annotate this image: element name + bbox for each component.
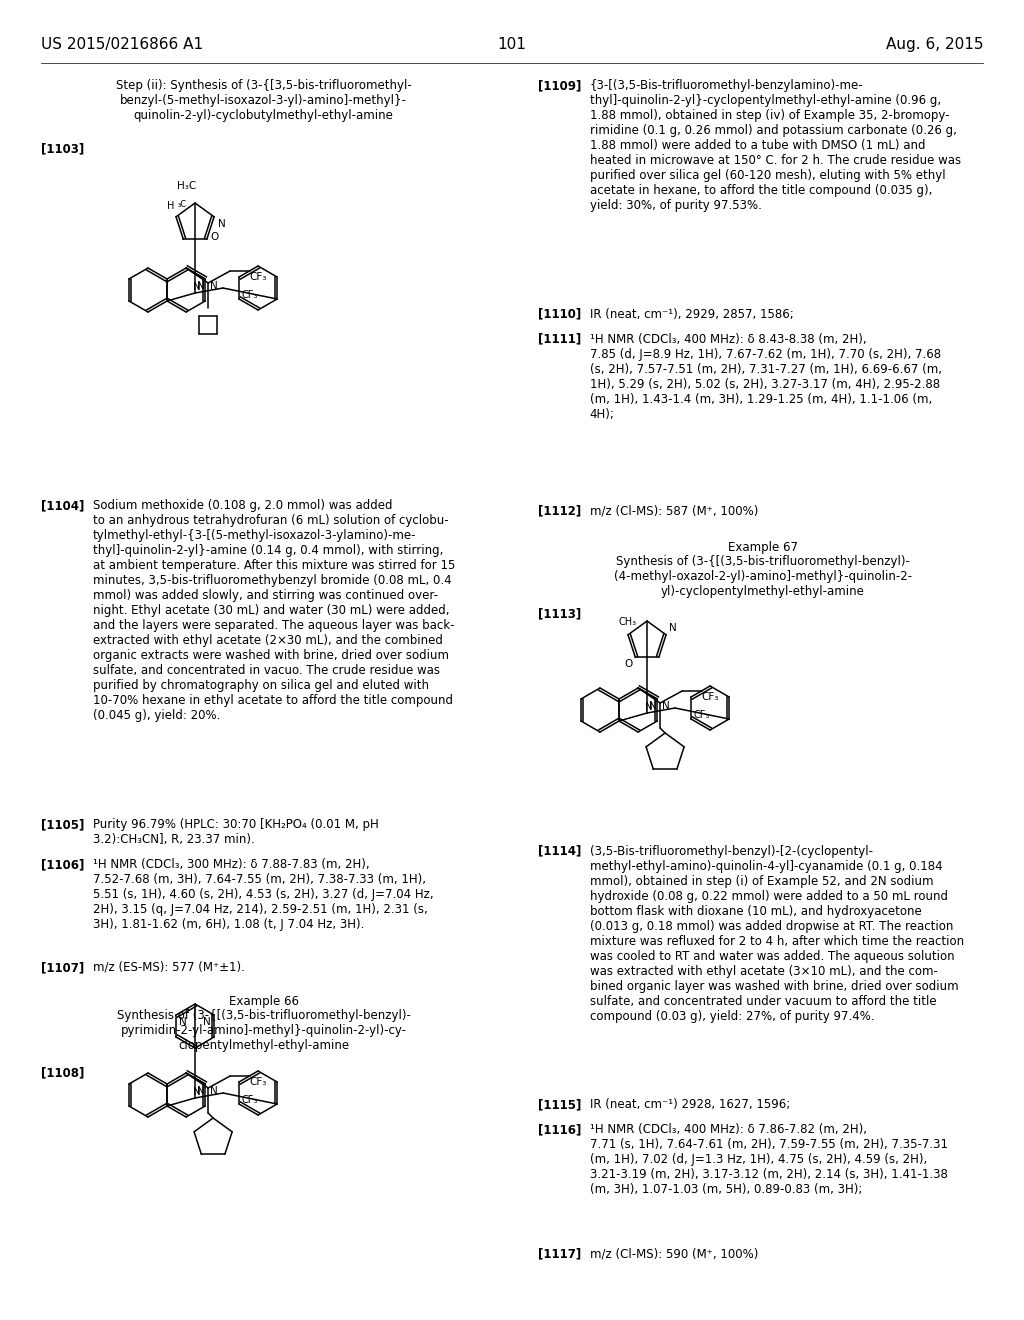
Text: H₃C: H₃C: [177, 181, 197, 191]
Text: N: N: [194, 1086, 201, 1097]
Text: N: N: [645, 702, 653, 711]
Text: [1109]: [1109]: [538, 79, 581, 92]
Text: ¹H NMR (CDCl₃, 400 MHz): δ 7.86-7.82 (m, 2H),
7.71 (s, 1H), 7.64-7.61 (m, 2H), 7: ¹H NMR (CDCl₃, 400 MHz): δ 7.86-7.82 (m,…: [590, 1123, 947, 1196]
Text: [1112]: [1112]: [538, 504, 581, 517]
Text: [1110]: [1110]: [538, 308, 581, 321]
Text: [1117]: [1117]: [538, 1247, 581, 1261]
Text: m/z (Cl-MS): 587 (M⁺, 100%): m/z (Cl-MS): 587 (M⁺, 100%): [590, 504, 758, 517]
Text: Sodium methoxide (0.108 g, 2.0 mmol) was added
to an anhydrous tetrahydrofuran (: Sodium methoxide (0.108 g, 2.0 mmol) was…: [93, 499, 456, 722]
Text: [1113]: [1113]: [538, 607, 581, 620]
Text: [1114]: [1114]: [538, 845, 581, 858]
Text: N: N: [197, 281, 205, 290]
Text: CF₃: CF₃: [694, 710, 711, 719]
Text: Example 66: Example 66: [228, 995, 299, 1008]
Text: H: H: [167, 201, 174, 211]
Text: N: N: [218, 219, 226, 228]
Text: N: N: [179, 1016, 186, 1027]
Text: CH₃: CH₃: [618, 616, 637, 627]
Text: Aug. 6, 2015: Aug. 6, 2015: [886, 37, 983, 51]
Text: CF₃: CF₃: [250, 1077, 266, 1086]
Text: [1108]: [1108]: [41, 1067, 84, 1080]
Text: ¹H NMR (CDCl₃, 300 MHz): δ 7.88-7.83 (m, 2H),
7.52-7.68 (m, 3H), 7.64-7.55 (m, 2: ¹H NMR (CDCl₃, 300 MHz): δ 7.88-7.83 (m,…: [93, 858, 433, 931]
Text: IR (neat, cm⁻¹) 2928, 1627, 1596;: IR (neat, cm⁻¹) 2928, 1627, 1596;: [590, 1098, 790, 1111]
Text: m/z (ES-MS): 577 (M⁺±1).: m/z (ES-MS): 577 (M⁺±1).: [93, 961, 245, 974]
Text: N: N: [204, 1016, 211, 1027]
Text: N: N: [669, 623, 677, 632]
Text: ¹H NMR (CDCl₃, 400 MHz): δ 8.43-8.38 (m, 2H),
7.85 (d, J=8.9 Hz, 1H), 7.67-7.62 : ¹H NMR (CDCl₃, 400 MHz): δ 8.43-8.38 (m,…: [590, 333, 942, 421]
Text: (3,5-Bis-trifluoromethyl-benzyl)-[2-(cyclopentyl-
methyl-ethyl-amino)-quinolin-4: (3,5-Bis-trifluoromethyl-benzyl)-[2-(cyc…: [590, 845, 964, 1023]
Text: N: N: [663, 701, 670, 711]
Text: [1116]: [1116]: [538, 1123, 581, 1137]
Text: [1104]: [1104]: [41, 499, 84, 512]
Text: [1115]: [1115]: [538, 1098, 581, 1111]
Text: CF₃: CF₃: [242, 290, 258, 300]
Text: [1111]: [1111]: [538, 333, 581, 346]
Text: [1105]: [1105]: [41, 818, 84, 832]
Text: Example 67: Example 67: [728, 541, 798, 554]
Text: CF₃: CF₃: [701, 692, 719, 702]
Text: 101: 101: [498, 37, 526, 51]
Text: CF₃: CF₃: [250, 272, 266, 282]
Text: N: N: [210, 281, 218, 290]
Text: [1103]: [1103]: [41, 143, 84, 156]
Text: N: N: [210, 1086, 218, 1096]
Text: m/z (Cl-MS): 590 (M⁺, 100%): m/z (Cl-MS): 590 (M⁺, 100%): [590, 1247, 758, 1261]
Text: Purity 96.79% (HPLC: 30:70 [KH₂PO₄ (0.01 M, pH
3.2):CH₃CN], R, 23.37 min).: Purity 96.79% (HPLC: 30:70 [KH₂PO₄ (0.01…: [93, 818, 379, 846]
Text: [1106]: [1106]: [41, 858, 84, 871]
Text: Step (ii): Synthesis of (3-{[3,5-bis-trifluoromethyl-
benzyl-(5-methyl-isoxazol-: Step (ii): Synthesis of (3-{[3,5-bis-tri…: [116, 79, 412, 123]
Text: US 2015/0216866 A1: US 2015/0216866 A1: [41, 37, 203, 51]
Text: CF₃: CF₃: [242, 1096, 258, 1105]
Text: O: O: [211, 232, 219, 242]
Text: IR (neat, cm⁻¹), 2929, 2857, 1586;: IR (neat, cm⁻¹), 2929, 2857, 1586;: [590, 308, 794, 321]
Text: N: N: [194, 282, 201, 292]
Text: ₃C: ₃C: [178, 199, 187, 209]
Text: Synthesis of (3-{[(3,5-bis-trifluoromethyl-benzyl)-
pyrimidin-2-yl-amino]-methyl: Synthesis of (3-{[(3,5-bis-trifluorometh…: [117, 1010, 411, 1052]
Text: {3-[(3,5-Bis-trifluoromethyl-benzylamino)-me-
thyl]-quinolin-2-yl}-cyclopentylme: {3-[(3,5-Bis-trifluoromethyl-benzylamino…: [590, 79, 961, 213]
Text: O: O: [624, 659, 632, 669]
Text: [1107]: [1107]: [41, 961, 84, 974]
Text: N: N: [197, 1086, 205, 1096]
Text: N: N: [649, 701, 656, 711]
Text: Synthesis of (3-{[(3,5-bis-trifluoromethyl-benzyl)-
(4-methyl-oxazol-2-yl)-amino: Synthesis of (3-{[(3,5-bis-trifluorometh…: [613, 556, 912, 598]
